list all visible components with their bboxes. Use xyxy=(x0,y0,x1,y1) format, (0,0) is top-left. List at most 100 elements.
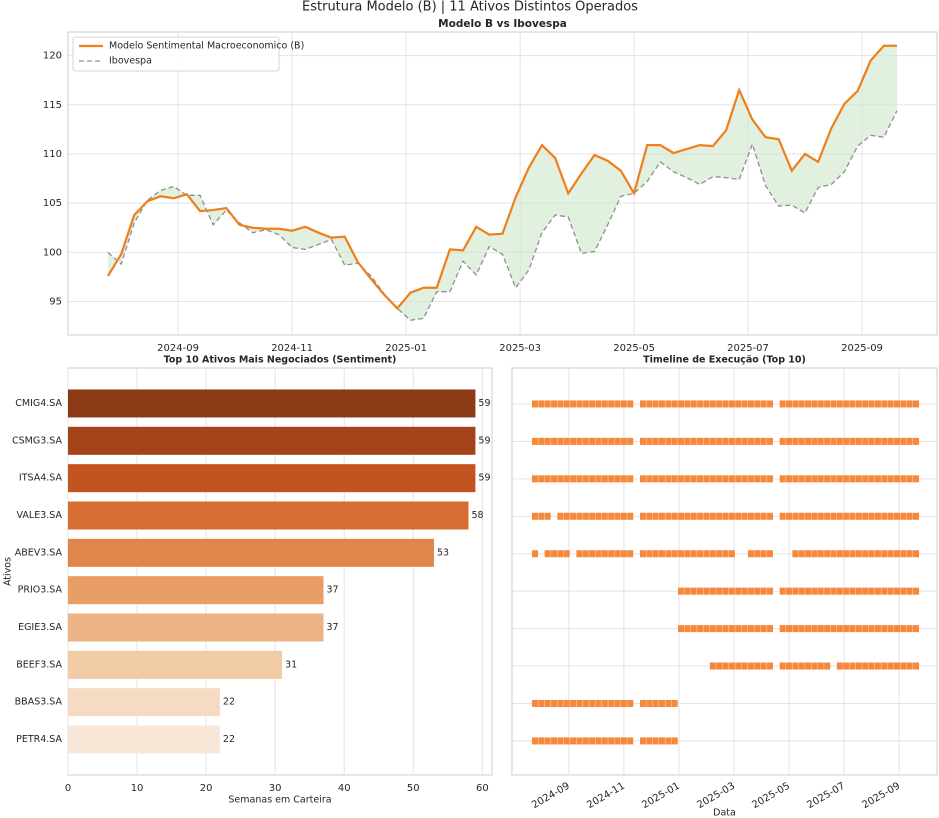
marker xyxy=(900,550,907,558)
marker xyxy=(906,475,913,483)
marker xyxy=(576,699,583,707)
marker xyxy=(843,437,850,445)
marker xyxy=(684,625,691,633)
marker xyxy=(538,737,545,745)
y-tick-label: CMIG4.SA xyxy=(15,398,62,409)
marker xyxy=(659,737,666,745)
marker xyxy=(913,400,920,408)
marker xyxy=(735,400,742,408)
y-tick-label: BBAS3.SA xyxy=(15,697,63,708)
marker xyxy=(728,437,735,445)
marker xyxy=(824,625,831,633)
marker xyxy=(747,587,754,595)
plot-area xyxy=(511,367,938,776)
marker xyxy=(639,699,646,707)
x-tick-label: 2025-01 xyxy=(385,343,427,354)
y-tick-label: 100 xyxy=(43,247,62,258)
marker xyxy=(881,437,888,445)
marker xyxy=(805,475,812,483)
marker xyxy=(716,400,723,408)
legend-box xyxy=(72,36,280,72)
marker xyxy=(589,699,596,707)
marker xyxy=(766,662,773,670)
marker xyxy=(874,512,881,520)
marker xyxy=(887,475,894,483)
marker xyxy=(614,737,621,745)
marker xyxy=(849,400,856,408)
marker xyxy=(608,550,615,558)
marker xyxy=(805,625,812,633)
marker xyxy=(646,475,653,483)
marker xyxy=(849,625,856,633)
x-tick-label: 20 xyxy=(200,783,213,794)
marker xyxy=(811,662,818,670)
marker xyxy=(582,550,589,558)
marker xyxy=(690,512,697,520)
marker xyxy=(741,662,748,670)
marker xyxy=(843,625,850,633)
marker xyxy=(716,512,723,520)
marker xyxy=(887,662,894,670)
marker xyxy=(766,512,773,520)
chart-title: Top 10 Ativos Mais Negociados (Sentiment… xyxy=(164,355,397,366)
marker xyxy=(906,437,913,445)
marker xyxy=(862,550,869,558)
marker xyxy=(722,625,729,633)
marker xyxy=(639,475,646,483)
marker xyxy=(601,400,608,408)
marker xyxy=(868,625,875,633)
marker xyxy=(893,587,900,595)
marker xyxy=(576,737,583,745)
marker xyxy=(722,550,729,558)
marker xyxy=(766,550,773,558)
marker xyxy=(887,400,894,408)
marker xyxy=(817,587,824,595)
marker xyxy=(836,400,843,408)
marker xyxy=(760,587,767,595)
marker xyxy=(817,625,824,633)
marker xyxy=(766,625,773,633)
marker xyxy=(855,437,862,445)
marker xyxy=(709,437,716,445)
marker xyxy=(709,550,716,558)
marker xyxy=(874,400,881,408)
x-tick-label: 0 xyxy=(65,783,71,794)
marker xyxy=(728,512,735,520)
y-tick-label: 120 xyxy=(43,51,62,62)
marker xyxy=(595,475,602,483)
marker xyxy=(551,737,558,745)
marker xyxy=(557,737,564,745)
marker xyxy=(824,587,831,595)
marker xyxy=(824,437,831,445)
marker xyxy=(811,512,818,520)
marker xyxy=(836,662,843,670)
marker xyxy=(671,437,678,445)
x-tick-label: 2024-09 xyxy=(157,343,199,354)
marker xyxy=(868,400,875,408)
marker xyxy=(703,512,710,520)
marker xyxy=(709,587,716,595)
marker xyxy=(805,400,812,408)
x-tick-label: 30 xyxy=(269,783,282,794)
marker xyxy=(786,400,793,408)
marker xyxy=(735,625,742,633)
marker xyxy=(563,737,570,745)
value-label: 37 xyxy=(327,622,339,633)
marker xyxy=(639,400,646,408)
marker xyxy=(557,699,564,707)
marker xyxy=(887,550,894,558)
marker xyxy=(665,400,672,408)
marker xyxy=(595,437,602,445)
marker xyxy=(881,587,888,595)
marker xyxy=(779,512,786,520)
marker xyxy=(798,587,805,595)
marker xyxy=(601,475,608,483)
marker xyxy=(646,699,653,707)
y-tick-label: ABEV3.SA xyxy=(15,547,63,558)
marker xyxy=(849,475,856,483)
marker xyxy=(805,550,812,558)
marker xyxy=(728,400,735,408)
marker xyxy=(620,512,627,520)
marker xyxy=(665,737,672,745)
marker xyxy=(589,400,596,408)
